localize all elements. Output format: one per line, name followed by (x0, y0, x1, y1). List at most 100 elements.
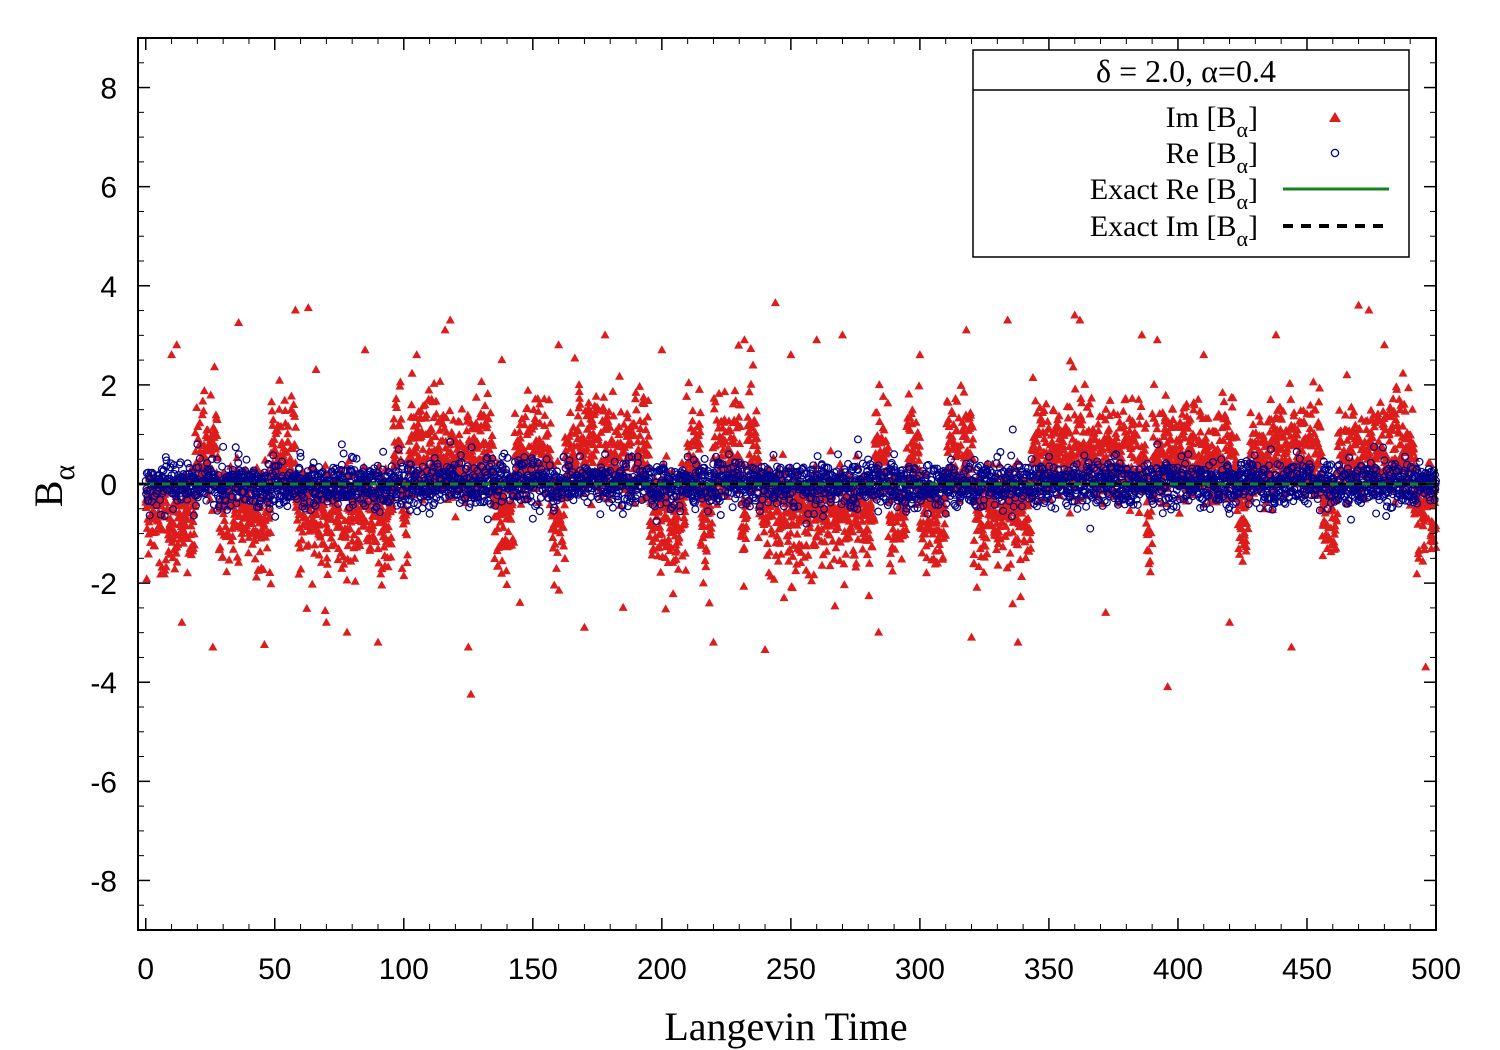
im-point (753, 533, 763, 542)
im-point (457, 404, 467, 413)
im-point (374, 558, 384, 567)
im-point (706, 530, 716, 539)
im-point (643, 440, 653, 449)
im-point (545, 500, 555, 509)
im-point (688, 406, 698, 415)
im-point (742, 510, 752, 519)
im-point (671, 554, 681, 563)
im-point (242, 521, 252, 530)
im-point (343, 541, 353, 550)
im-point (558, 522, 568, 531)
im-point (228, 544, 238, 553)
im-point (615, 371, 625, 380)
im-point (695, 427, 705, 436)
im-point (534, 434, 544, 443)
im-point (395, 377, 405, 386)
im-point (707, 518, 717, 527)
im-point (560, 554, 570, 563)
im-point (289, 399, 299, 408)
im-point (431, 396, 441, 405)
im-point (515, 433, 525, 442)
im-point (654, 505, 664, 514)
im-point (376, 569, 386, 578)
im-point (540, 410, 550, 419)
im-point (501, 566, 511, 575)
im-point (171, 548, 181, 557)
im-point (746, 343, 756, 352)
im-point (826, 446, 836, 455)
im-point (355, 541, 365, 550)
im-point (639, 398, 649, 407)
im-point (386, 532, 396, 541)
im-point (434, 445, 444, 454)
im-point (573, 426, 583, 435)
im-point (671, 518, 681, 527)
im-point (820, 537, 830, 546)
im-point (435, 376, 445, 385)
im-point (268, 439, 278, 448)
im-point (517, 414, 527, 423)
im-point (192, 403, 202, 412)
data-marks (138, 298, 1441, 698)
im-point (260, 515, 270, 524)
im-point (587, 415, 597, 424)
im-point (426, 436, 436, 445)
im-point (302, 603, 312, 612)
im-point (759, 527, 769, 536)
im-point (315, 532, 325, 541)
im-point (477, 376, 487, 385)
im-point (681, 565, 691, 574)
im-point (407, 400, 417, 409)
im-point (474, 439, 484, 448)
im-point (519, 420, 529, 429)
im-point (391, 394, 401, 403)
im-point (796, 547, 806, 556)
im-point (199, 386, 209, 395)
im-point (203, 425, 213, 434)
im-point (445, 440, 455, 449)
im-point (212, 431, 222, 440)
im-point (286, 391, 296, 400)
im-point (573, 411, 583, 420)
im-point (221, 522, 231, 531)
im-point (395, 381, 405, 390)
im-point (644, 431, 654, 440)
im-point (161, 555, 171, 564)
im-point (395, 421, 405, 430)
im-point (679, 513, 689, 522)
im-point (643, 395, 653, 404)
im-point (582, 443, 592, 452)
im-point (547, 511, 557, 520)
im-point (545, 451, 555, 460)
im-point (341, 529, 351, 538)
im-point (762, 538, 772, 547)
im-point (322, 559, 332, 568)
im-point (244, 532, 254, 541)
im-point (463, 410, 473, 419)
im-point (661, 451, 671, 460)
im-point (430, 432, 440, 441)
im-point (365, 542, 375, 551)
im-point (172, 557, 182, 566)
im-point (268, 415, 278, 424)
im-point (267, 406, 277, 415)
im-point (736, 400, 746, 409)
im-point (188, 516, 198, 525)
im-point (441, 436, 451, 445)
im-point (262, 543, 272, 552)
im-point (490, 554, 500, 563)
im-point (445, 406, 455, 415)
im-point (255, 547, 265, 556)
im-point (535, 399, 545, 408)
im-point (694, 444, 704, 453)
im-point (386, 552, 396, 561)
im-point (647, 519, 657, 528)
im-point (700, 499, 710, 508)
im-point (695, 419, 705, 428)
im-point (635, 430, 645, 439)
im-point (657, 529, 667, 538)
im-point (354, 536, 364, 545)
im-point (409, 421, 419, 430)
im-point (581, 457, 591, 466)
im-point (750, 427, 760, 436)
